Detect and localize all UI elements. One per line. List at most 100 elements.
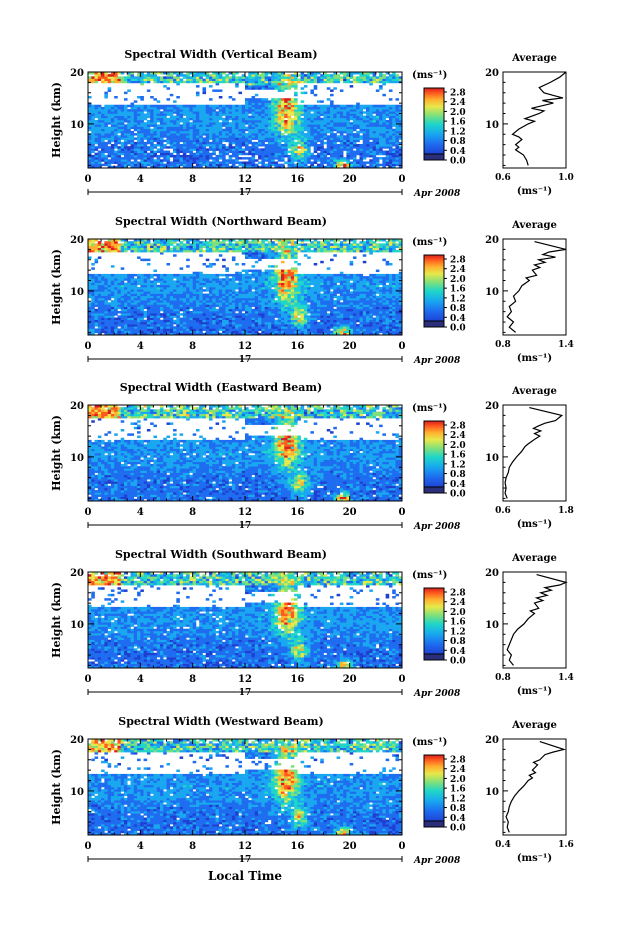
x-axis-label: Local Time [208, 869, 282, 883]
colorbar-tick-label: 2.4 [450, 98, 466, 108]
average-unit: (ms⁻¹) [517, 353, 552, 364]
average-unit: (ms⁻¹) [517, 519, 552, 530]
y-axis-label: Height (km) [50, 82, 63, 158]
average-profile-line [505, 741, 567, 833]
y-tick-label: 10 [70, 120, 84, 131]
x-tick-label: 0 [399, 341, 406, 352]
average-unit: (ms⁻¹) [517, 853, 552, 864]
colorbar-tick-label: 0.8 [450, 804, 466, 814]
colorbar [423, 87, 445, 161]
panel-title: Spectral Width (Eastward Beam) [120, 381, 322, 394]
average-y-tick-label: 10 [485, 453, 499, 464]
panel-5: Spectral Width (Westward Beam) Height (km… [50, 715, 574, 866]
colorbar-unit: (ms⁻¹) [412, 737, 447, 748]
colorbar-tick-label: 1.2 [450, 294, 466, 304]
average-x-tick-label: 1.4 [558, 673, 574, 683]
y-tick-label: 20 [70, 568, 84, 579]
average-y-tick-label: 20 [485, 735, 499, 746]
date-label: 17 [239, 521, 252, 531]
colorbar-tick-label: 2.4 [450, 598, 466, 608]
colorbar-unit: (ms⁻¹) [412, 237, 447, 248]
average-y-tick-label: 20 [485, 235, 499, 246]
colorbar-tick-label: 1.6 [450, 618, 466, 628]
panel-title: Spectral Width (Vertical Beam) [124, 48, 317, 61]
colorbar-tick-label: 1.2 [450, 460, 466, 470]
average-frame [502, 738, 567, 836]
heatmap-field [88, 239, 403, 336]
colorbar-tick-label: 2.4 [450, 765, 466, 775]
heatmap-field [88, 405, 403, 502]
colorbar-tick-label: 0.4 [450, 480, 466, 490]
heatmap-field [88, 739, 403, 836]
x-tick-label: 0 [399, 174, 406, 185]
panel-3: Spectral Width (Eastward Beam) Height (km… [50, 381, 574, 532]
average-x-tick-label: 0.8 [495, 673, 511, 683]
average-x-tick-label: 0.6 [495, 506, 511, 516]
x-tick-label: 8 [189, 341, 196, 352]
date-label: 17 [239, 355, 252, 365]
colorbar-tick-label: 1.2 [450, 127, 466, 137]
x-tick-label: 20 [343, 174, 357, 185]
average-x-tick-label: 0.4 [495, 840, 511, 850]
x-tick-label: 20 [343, 841, 357, 852]
colorbar-tick-label: 2.0 [450, 108, 466, 118]
colorbar-tick-label: 0.4 [450, 647, 466, 657]
x-tick-label: 8 [189, 674, 196, 685]
average-x-tick-label: 0.6 [495, 173, 511, 183]
average-frame [502, 71, 567, 169]
date-label: 17 [239, 855, 252, 865]
colorbar-tick-label: 2.4 [450, 265, 466, 275]
x-tick-label: 4 [137, 174, 144, 185]
y-tick-label: 20 [70, 235, 84, 246]
average-x-tick-label: 0.8 [495, 340, 511, 350]
x-tick-label: 0 [85, 841, 92, 852]
month-label: Apr 2008 [413, 522, 461, 532]
colorbar [423, 420, 445, 494]
colorbar-tick-label: 0.4 [450, 147, 466, 157]
colorbar [423, 587, 445, 661]
colorbar-tick-label: 0.4 [450, 814, 466, 824]
x-tick-label: 12 [238, 507, 252, 518]
y-tick-label: 10 [70, 620, 84, 631]
x-tick-label: 4 [137, 841, 144, 852]
y-tick-label: 10 [70, 453, 84, 464]
colorbar-tick-label: 1.2 [450, 627, 466, 637]
heatmap-field [88, 572, 403, 669]
panel-1: Spectral Width (Vertical Beam) Height (km… [50, 48, 574, 199]
colorbar-tick-label: 0.4 [450, 314, 466, 324]
colorbar-tick-label: 2.4 [450, 431, 466, 441]
average-y-tick-label: 20 [485, 401, 499, 412]
y-tick-label: 20 [70, 68, 84, 79]
average-profile-line [504, 407, 564, 499]
y-axis-label: Height (km) [50, 249, 63, 325]
colorbar-tick-label: 0.8 [450, 637, 466, 647]
colorbar-tick-label: 2.0 [450, 275, 466, 285]
colorbar-unit: (ms⁻¹) [412, 403, 447, 414]
month-label: Apr 2008 [413, 356, 461, 366]
x-tick-label: 12 [238, 674, 252, 685]
y-axis-label: Height (km) [50, 749, 63, 825]
average-x-tick-label: 1.8 [558, 506, 574, 516]
date-label: 17 [239, 188, 252, 198]
panel-title: Spectral Width (Southward Beam) [115, 548, 327, 561]
colorbar-floor [423, 153, 445, 161]
x-tick-label: 0 [399, 841, 406, 852]
x-tick-label: 16 [290, 841, 304, 852]
x-tick-label: 0 [399, 507, 406, 518]
y-tick-label: 10 [70, 287, 84, 298]
average-frame [502, 571, 567, 669]
colorbar-tick-label: 1.2 [450, 794, 466, 804]
x-tick-label: 8 [189, 841, 196, 852]
x-tick-label: 12 [238, 174, 252, 185]
average-unit: (ms⁻¹) [517, 186, 552, 197]
average-y-tick-label: 10 [485, 120, 499, 131]
x-tick-label: 4 [137, 507, 144, 518]
average-profile-line [506, 241, 567, 333]
x-tick-label: 16 [290, 341, 304, 352]
colorbar-tick-label: 0.0 [450, 490, 466, 500]
colorbar-tick-label: 2.0 [450, 608, 466, 618]
month-label: Apr 2008 [413, 689, 461, 699]
panel-title: Spectral Width (Northward Beam) [115, 215, 327, 228]
x-tick-label: 0 [399, 674, 406, 685]
